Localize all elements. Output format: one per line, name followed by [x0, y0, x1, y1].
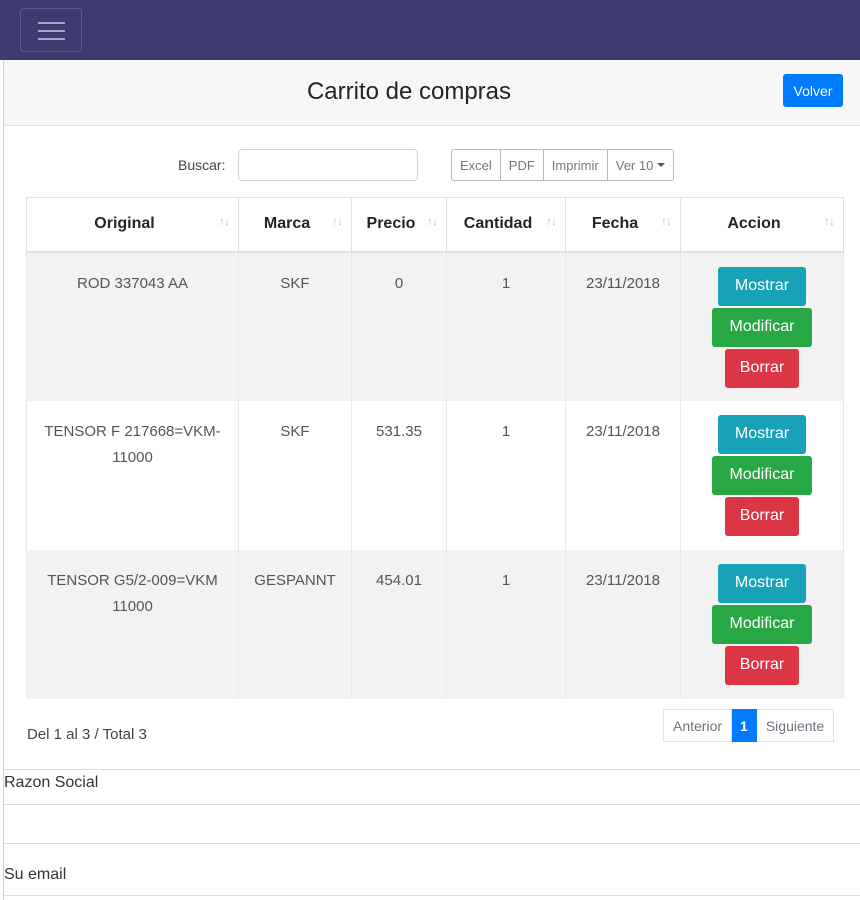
table-row: TENSOR F 217668=VKM-11000 SKF 531.35 1 2… — [26, 400, 844, 550]
cell-fecha: 23/11/2018 — [565, 549, 681, 699]
pagination-page-1[interactable]: 1 — [732, 709, 757, 742]
cell-marca: GESPANNT — [238, 549, 352, 699]
frame-border — [3, 60, 4, 900]
page-title: Carrito de compras — [306, 78, 512, 105]
sort-arrows-icon: ↑↓ — [427, 214, 438, 228]
column-header-cantidad[interactable]: Cantidad ↑↓ — [446, 197, 566, 253]
column-header-fecha[interactable]: Fecha ↑↓ — [565, 197, 681, 253]
edit-button[interactable]: Modificar — [712, 455, 812, 495]
cell-fecha: 23/11/2018 — [565, 400, 681, 550]
cell-original: TENSOR G5/2-009=VKM 11000 — [26, 549, 239, 699]
cell-cantidad: 1 — [446, 251, 566, 401]
sort-arrows-icon: ↑↓ — [661, 214, 672, 228]
cell-marca: SKF — [238, 400, 352, 550]
search-input[interactable] — [238, 149, 418, 181]
menu-bar — [38, 38, 65, 40]
divider — [4, 769, 860, 770]
cell-precio: 454.01 — [351, 549, 447, 699]
table-info: Del 1 al 3 / Total 3 — [27, 726, 147, 743]
cell-fecha: 23/11/2018 — [565, 251, 681, 401]
page-length-dropdown[interactable]: Ver 10 — [607, 149, 675, 181]
top-navbar — [0, 0, 860, 60]
back-button[interactable]: Volver — [783, 74, 843, 107]
column-header-accion[interactable]: Accion ↑↓ — [680, 197, 844, 253]
cell-actions: Mostrar Modificar Borrar — [680, 400, 844, 550]
edit-button[interactable]: Modificar — [712, 307, 812, 347]
table-row: ROD 337043 AA SKF 0 1 23/11/2018 Mostrar… — [26, 251, 844, 401]
cell-original: ROD 337043 AA — [26, 251, 239, 401]
column-header-marca[interactable]: Marca ↑↓ — [238, 197, 352, 253]
page-length-label: Ver 10 — [615, 157, 654, 173]
cell-precio: 0 — [351, 251, 447, 401]
divider — [4, 895, 860, 896]
column-header-precio[interactable]: Precio ↑↓ — [351, 197, 447, 253]
print-button[interactable]: Imprimir — [543, 149, 608, 181]
show-button[interactable]: Mostrar — [718, 414, 806, 454]
menu-bar — [38, 22, 65, 24]
delete-button[interactable]: Borrar — [725, 645, 799, 685]
cell-original: TENSOR F 217668=VKM-11000 — [26, 400, 239, 550]
table-header-row: Original ↑↓ Marca ↑↓ Precio ↑↓ Cantidad ↑↓ F… — [26, 197, 844, 253]
sort-arrows-icon: ↑↓ — [332, 214, 343, 228]
caret-down-icon — [657, 163, 666, 167]
sort-arrows-icon: ↑↓ — [824, 214, 835, 228]
export-button-group: Excel PDF Imprimir Ver 10 — [451, 149, 675, 181]
razon-social-label: Razon Social — [4, 774, 99, 791]
pagination: Anterior 1 Siguiente — [663, 709, 835, 742]
search-label: Buscar: — [178, 157, 226, 173]
email-label: Su email — [4, 866, 67, 883]
cell-marca: SKF — [238, 251, 352, 401]
cell-actions: Mostrar Modificar Borrar — [680, 251, 844, 401]
cell-cantidad: 1 — [446, 549, 566, 699]
razon-social-input[interactable] — [4, 804, 860, 844]
sort-arrows-icon: ↑↓ — [546, 214, 557, 228]
cell-cantidad: 1 — [446, 400, 566, 550]
hamburger-menu-icon[interactable] — [20, 8, 82, 52]
excel-button[interactable]: Excel — [451, 149, 501, 181]
card-header: Carrito de compras Volver — [4, 60, 860, 126]
table-row: TENSOR G5/2-009=VKM 11000 GESPANNT 454.0… — [26, 549, 844, 699]
sort-arrows-icon: ↑↓ — [219, 214, 230, 228]
delete-button[interactable]: Borrar — [725, 348, 799, 388]
pagination-next[interactable]: Siguiente — [756, 709, 835, 742]
pagination-prev[interactable]: Anterior — [663, 709, 733, 742]
cell-actions: Mostrar Modificar Borrar — [680, 549, 844, 699]
cart-table: Original ↑↓ Marca ↑↓ Precio ↑↓ Cantidad ↑↓ F… — [26, 197, 844, 699]
menu-bar — [38, 30, 65, 32]
show-button[interactable]: Mostrar — [718, 266, 806, 306]
cell-precio: 531.35 — [351, 400, 447, 550]
pdf-button[interactable]: PDF — [500, 149, 544, 181]
edit-button[interactable]: Modificar — [712, 604, 812, 644]
delete-button[interactable]: Borrar — [725, 496, 799, 536]
show-button[interactable]: Mostrar — [718, 563, 806, 603]
column-header-original[interactable]: Original ↑↓ — [26, 197, 239, 253]
